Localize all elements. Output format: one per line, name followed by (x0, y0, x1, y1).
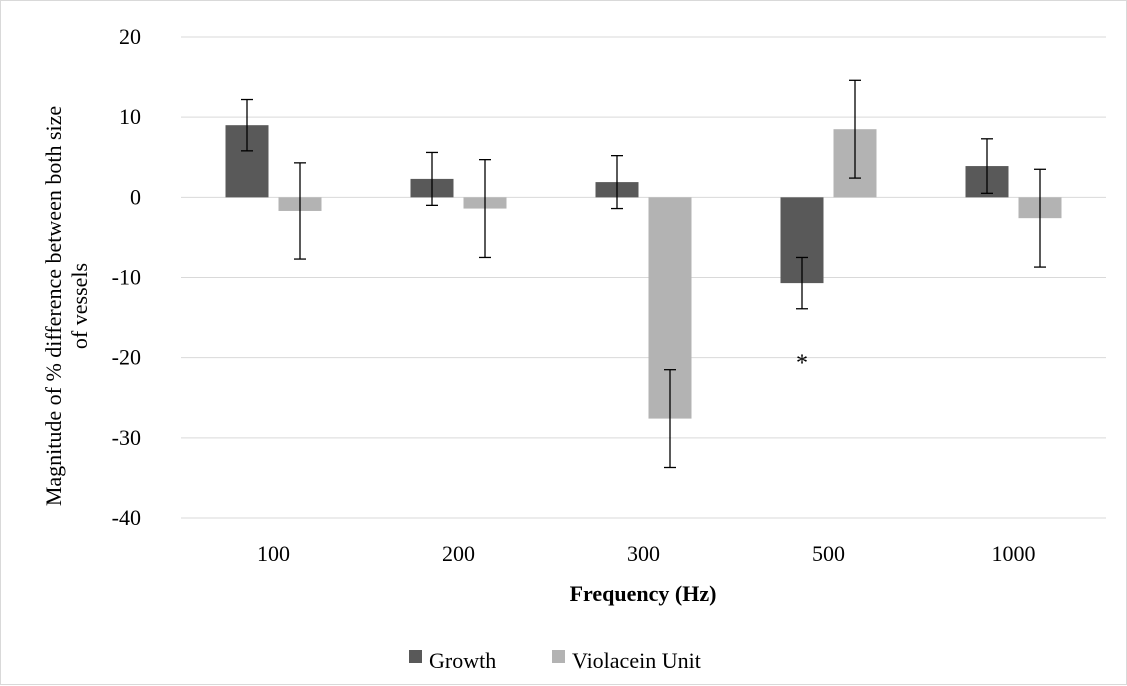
error-bar (664, 369, 676, 469)
error-bar (796, 256, 808, 310)
x-tick-label: 1000 (992, 541, 1036, 566)
gridlines (181, 36, 1106, 519)
x-tick-label: 300 (627, 541, 660, 566)
y-tick-label: -20 (112, 345, 141, 370)
error-bars (241, 79, 1046, 469)
y-axis-title-line-1: Magnitude of % difference between both s… (41, 106, 66, 506)
legend-label-growth: Growth (429, 648, 496, 673)
error-bar (241, 98, 253, 152)
x-axis-title: Frequency (Hz) (570, 581, 717, 606)
y-tick-label: -10 (112, 265, 141, 290)
y-axis-ticks: 20 10 0 -10 -20 -30 -40 (112, 24, 141, 530)
x-tick-label: 500 (812, 541, 845, 566)
error-bar (981, 138, 993, 194)
significance-marker: * (796, 351, 808, 377)
bars (225, 125, 1062, 419)
y-tick-label: 20 (119, 24, 141, 49)
error-bar (479, 159, 491, 259)
error-bar (611, 154, 623, 210)
legend-swatch-violacein-unit (552, 650, 565, 663)
x-tick-label: 100 (257, 541, 290, 566)
legend-swatch-growth (409, 650, 422, 663)
y-tick-label: 0 (130, 184, 141, 209)
y-tick-label: -30 (112, 425, 141, 450)
y-axis-title-line-2: of vessels (67, 263, 92, 349)
error-bar (1034, 168, 1046, 268)
annotations: * (796, 351, 808, 377)
error-bar (426, 151, 438, 207)
error-bar (294, 162, 306, 260)
x-tick-label: 200 (442, 541, 475, 566)
error-bar (849, 79, 861, 179)
y-tick-label: -40 (112, 505, 141, 530)
legend-label-violacein-unit: Violacein Unit (572, 648, 701, 673)
x-axis-categories: 100 200 300 500 1000 (257, 541, 1036, 566)
legend: Growth Violacein Unit (409, 648, 701, 673)
y-tick-label: 10 (119, 104, 141, 129)
